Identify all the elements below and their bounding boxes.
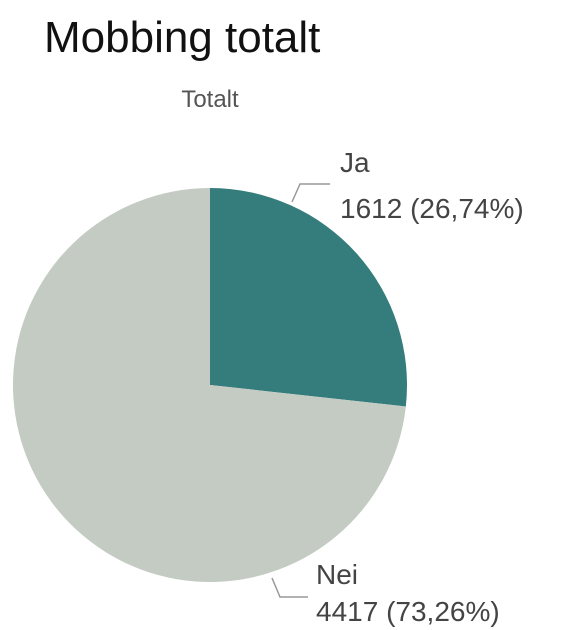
value-label: 1612 (26,74%) — [340, 193, 524, 224]
pie-slice — [210, 188, 407, 407]
chart-title: Mobbing totalt — [44, 13, 320, 62]
chart-subtitle: Totalt — [181, 86, 239, 113]
leader-line — [291, 183, 330, 203]
pie-slice — [13, 188, 406, 582]
value-label: 4417 (73,26%) — [316, 596, 500, 627]
slice-label: Nei — [316, 559, 358, 590]
slice-label: Ja — [340, 147, 370, 178]
leader-line — [271, 577, 308, 598]
